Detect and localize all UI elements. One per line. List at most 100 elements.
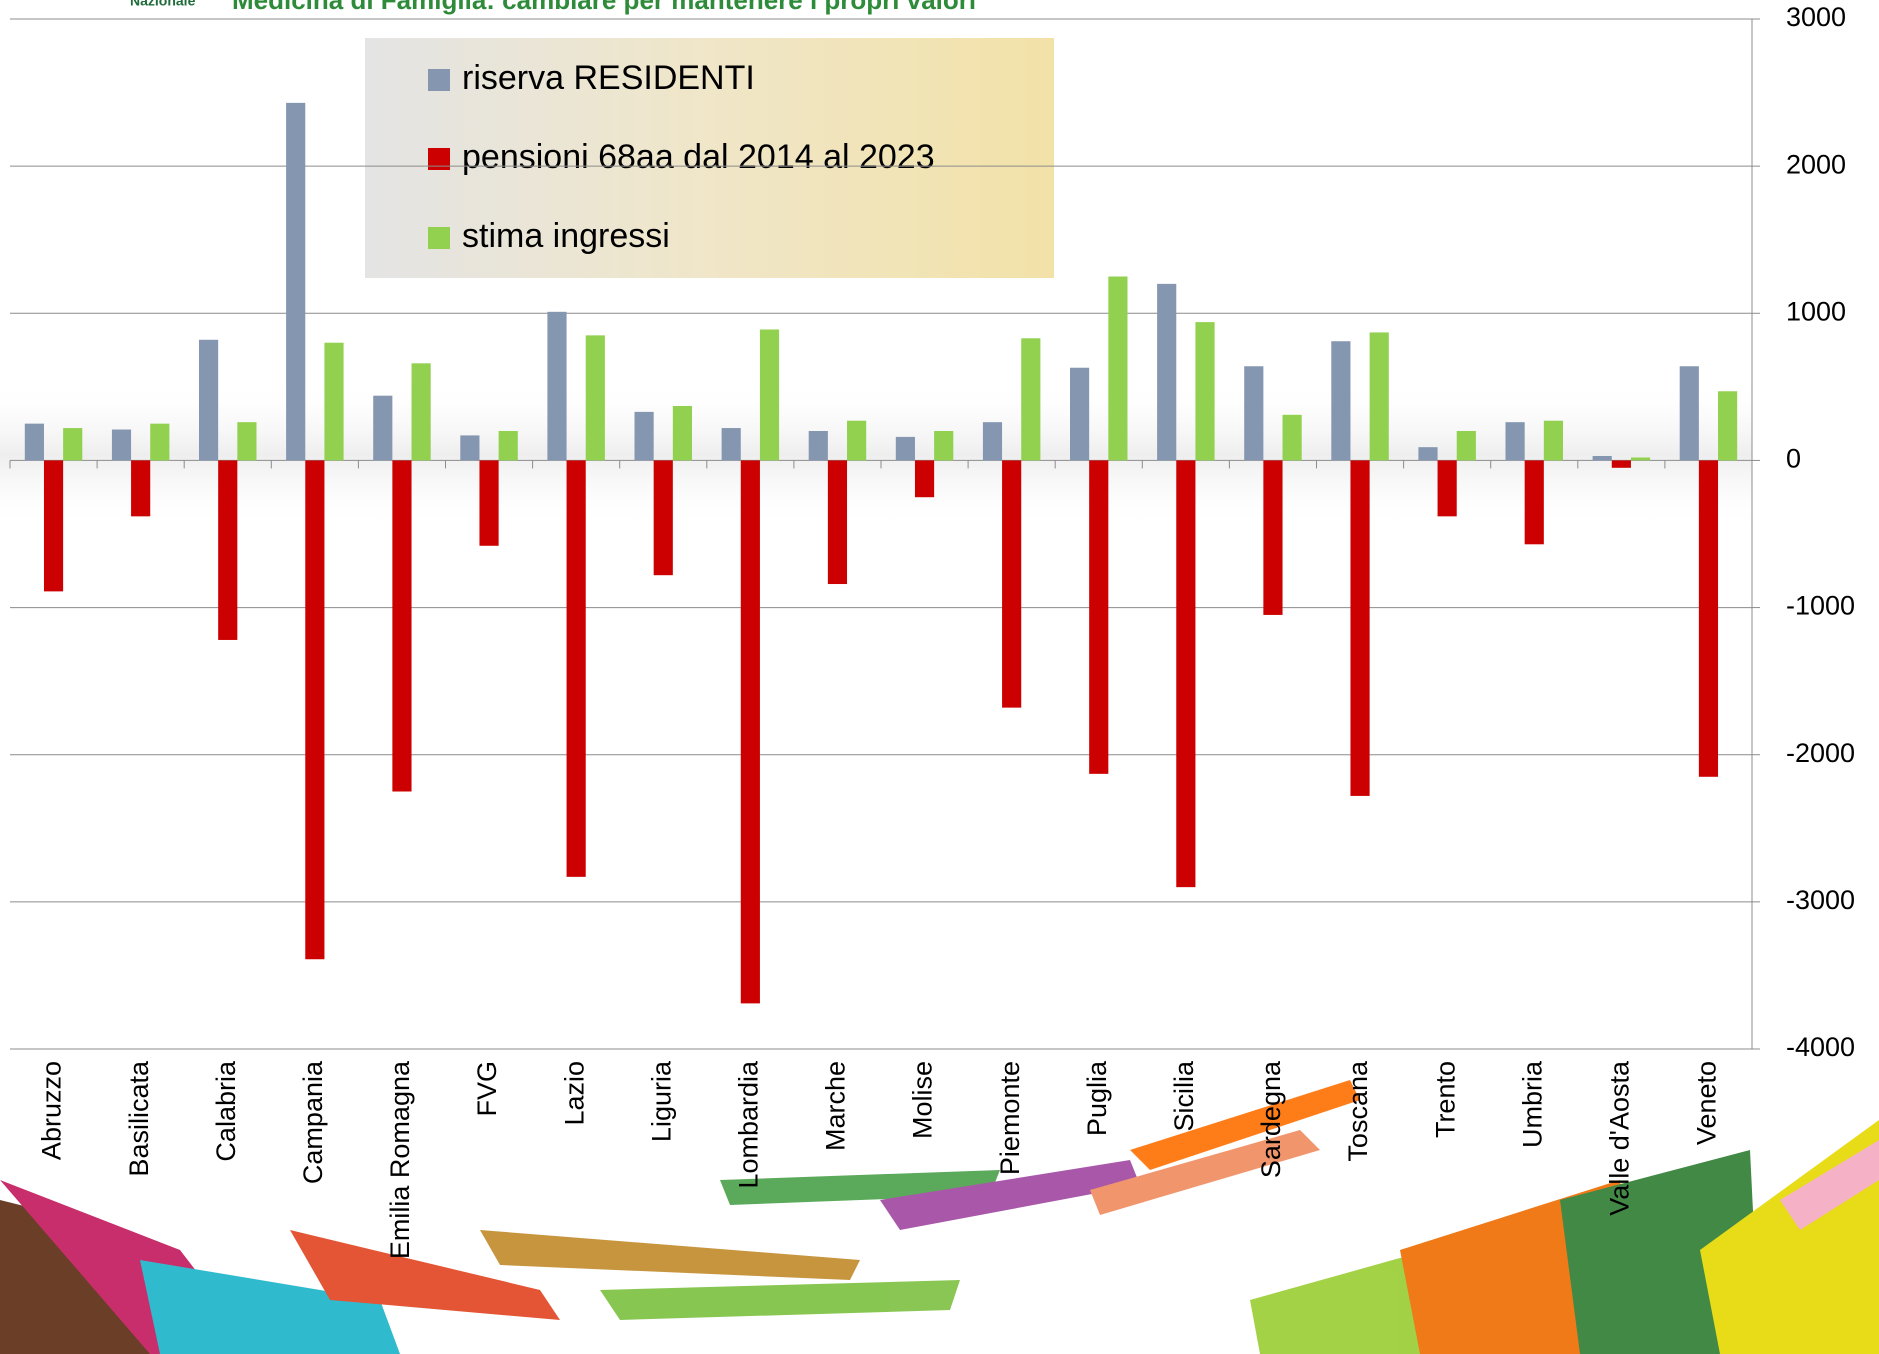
x-tick-label: Puglia (1082, 1060, 1112, 1136)
bar (721, 428, 741, 461)
bar (498, 431, 518, 461)
bar (1021, 338, 1041, 461)
y-tick-label: 3000 (1786, 2, 1846, 32)
bar (460, 435, 480, 461)
bar (1331, 341, 1351, 461)
bar (934, 431, 954, 461)
x-tick-label: Lombardia (733, 1060, 763, 1189)
bar (411, 363, 431, 461)
bar (1244, 366, 1264, 461)
bar (914, 460, 935, 498)
bar (1195, 322, 1215, 461)
bar (1070, 367, 1090, 461)
bar (1369, 332, 1389, 461)
x-tick-label: Marche (821, 1061, 851, 1151)
bar (286, 102, 306, 461)
y-tick-label: -1000 (1786, 591, 1855, 621)
bar (1592, 456, 1612, 461)
x-tick-label: Calabria (211, 1060, 241, 1162)
bar (1437, 460, 1457, 517)
y-tick-label: -3000 (1786, 885, 1855, 915)
bar (24, 423, 44, 461)
x-tick-label: Sardegna (1256, 1060, 1286, 1178)
x-tick-label: FVG (472, 1061, 502, 1117)
bar (759, 329, 780, 461)
x-tick-label: Piemonte (995, 1061, 1025, 1175)
x-tick-label: Liguria (646, 1060, 676, 1142)
bar (1350, 460, 1370, 796)
x-tick-label: Emilia Romagna (385, 1060, 415, 1259)
legend-label: riserva RESIDENTI (462, 59, 755, 97)
bar (392, 460, 412, 792)
bar (1456, 431, 1476, 461)
bar (1089, 460, 1109, 774)
legend-box (365, 38, 1054, 278)
x-tick-label: Abruzzo (37, 1061, 67, 1160)
bar (672, 405, 692, 461)
bar (1698, 460, 1719, 777)
x-tick-label: Campania (298, 1060, 328, 1184)
x-tick-label: Toscana (1343, 1060, 1373, 1162)
bar (547, 311, 567, 461)
bar (895, 436, 915, 461)
bar (479, 460, 499, 546)
bar (740, 460, 760, 1004)
bar (1679, 366, 1699, 461)
bar (324, 342, 344, 461)
legend-swatch (428, 69, 450, 91)
x-tick-label: Umbria (1517, 1060, 1547, 1148)
y-tick-label: 2000 (1786, 149, 1846, 179)
header-org: Nazionale (130, 0, 196, 9)
legend-swatch (428, 227, 450, 249)
bar (199, 339, 219, 461)
bar (1611, 460, 1631, 468)
legend: riserva RESIDENTI pensioni 68aa dal 2014 … (428, 59, 935, 255)
bar (1543, 420, 1563, 461)
bar (373, 395, 393, 461)
bar (1002, 460, 1022, 708)
bar (808, 431, 828, 461)
bar (1157, 283, 1177, 461)
y-tick-label: 1000 (1786, 296, 1846, 326)
x-tick-label: Molise (908, 1061, 938, 1139)
header-title: Medicina di Famiglia: cambiare per mante… (232, 0, 976, 15)
bar (305, 460, 325, 960)
decoration (0, 1080, 1879, 1354)
bar (1524, 460, 1544, 545)
legend-label: pensioni 68aa dal 2014 al 2023 (462, 138, 935, 176)
bar (131, 460, 151, 517)
bar (43, 460, 64, 592)
background-glow (0, 380, 1752, 530)
legend-label: stima ingressi (462, 217, 670, 255)
bar (847, 420, 867, 461)
y-tick-label: 0 (1786, 444, 1801, 474)
x-tick-label: Sicilia (1169, 1060, 1199, 1132)
bar (111, 429, 132, 461)
bar (827, 460, 848, 585)
x-tick-label: Valle d'Aosta (1604, 1060, 1634, 1216)
bar (1505, 422, 1525, 461)
bar (1263, 460, 1283, 615)
bar (1108, 276, 1128, 461)
legend-swatch (428, 148, 450, 170)
x-tick-label: Basilicata (124, 1060, 154, 1177)
bar (566, 460, 586, 877)
x-tick-label: Trento (1430, 1061, 1460, 1138)
bar (634, 411, 654, 461)
bar (1718, 391, 1738, 461)
bar (237, 422, 257, 461)
bar (1418, 447, 1438, 461)
bar (585, 335, 605, 461)
bar (982, 422, 1003, 461)
bar (218, 460, 238, 640)
bar (63, 428, 83, 461)
bar (1630, 457, 1651, 461)
x-tick-label: Veneto (1692, 1061, 1722, 1145)
x-tick-label: Lazio (559, 1061, 589, 1126)
bar (150, 423, 170, 461)
y-tick-label: -4000 (1786, 1032, 1855, 1062)
bar (1282, 414, 1302, 461)
bar (653, 460, 673, 576)
y-tick-label: -2000 (1786, 738, 1855, 768)
